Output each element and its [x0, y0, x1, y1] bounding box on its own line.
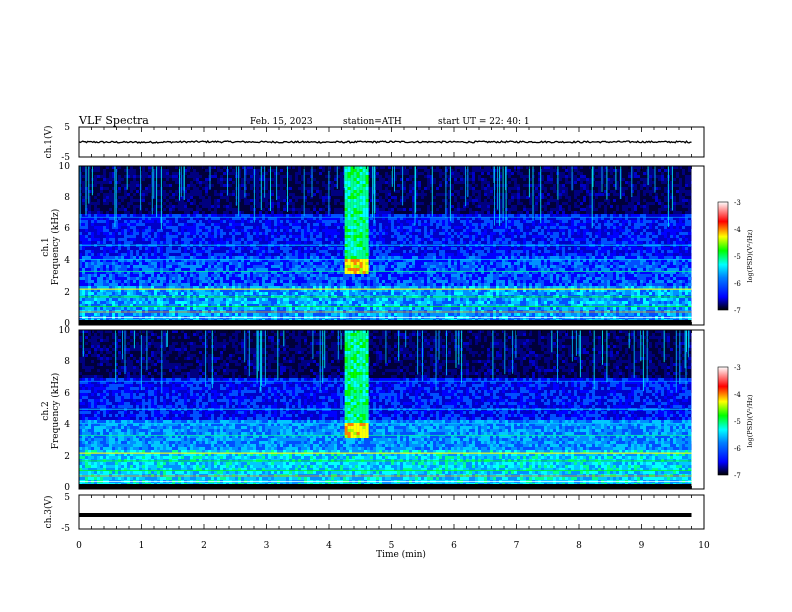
x-tick-label: 2 [201, 541, 207, 551]
x-tick-label: 4 [326, 541, 332, 551]
ch1-ytick-6: 6 [64, 224, 70, 234]
ch1-ytick-top: 5 [64, 123, 70, 133]
station-label: station=ATH [343, 117, 402, 127]
ch2-ytick-0: 0 [64, 483, 70, 493]
ch2-spec-ylabel-channel: ch.2 [41, 401, 51, 420]
ch2-cbar-tick-m7: -7 [734, 472, 741, 480]
ch2-cbar-tick-m3: -3 [734, 364, 741, 372]
x-tick-label: 6 [451, 541, 457, 551]
ch1-ytick-8: 8 [64, 193, 70, 203]
ch1-cbar-tick-m5: -5 [734, 253, 741, 261]
ch1-ytick-2: 2 [64, 288, 70, 298]
ch2-cbar-tick-m4: -4 [734, 391, 741, 399]
ch2-spec-ylabel-freq: Frequency (kHz) [50, 373, 61, 450]
ch1-cbar-tick-m3: -3 [734, 199, 741, 207]
ch2-cbar-tick-m6: -6 [734, 445, 741, 453]
ch1-colorbar [717, 201, 729, 311]
x-axis-label: Time (min) [376, 549, 426, 560]
ch1-spectrogram-image [79, 166, 704, 325]
ch2-ytick-10: 10 [59, 326, 71, 336]
ch2-ytick-4: 4 [64, 420, 70, 430]
ch3-frame [78, 494, 705, 530]
ch2-colorbar [717, 366, 729, 476]
x-tick-label: 5 [389, 541, 395, 551]
ch2-spectrogram-panel: 0 2 4 6 8 10 ch.2 Frequency (kHz) -3 -4 … [41, 326, 754, 493]
x-tick-label: 1 [139, 541, 145, 551]
ch1-waveform-panel: 5 -5 ch.1(V) [43, 123, 705, 163]
ch1-cbar-tick-m4: -4 [734, 226, 741, 234]
ch1-ylabel: ch.1(V) [43, 126, 54, 159]
ch1-spec-ylabel-freq: Frequency (kHz) [50, 209, 61, 286]
ch1-spectrogram-panel: 0 2 4 6 8 10 ch.1 Frequency (kHz) -3 -4 … [41, 162, 754, 329]
ch3-ylabel: ch.3(V) [43, 496, 54, 529]
ch1-cbar-label: log(PSD)(V²/Hz) [746, 229, 754, 282]
ch1-ytick-0: 0 [64, 319, 70, 329]
ch2-cbar-label: log(PSD)(V²/Hz) [746, 394, 754, 447]
x-axis-tick-labels: 0 1 2 3 4 5 6 7 8 9 10 [76, 541, 710, 551]
ch1-cbar-tick-m7: -7 [734, 307, 741, 315]
ch1-waveform-line [78, 139, 692, 144]
ch3-waveform-panel: 5 -5 ch.3(V) [43, 493, 705, 534]
ch1-ytick-bottom: -5 [61, 153, 70, 163]
date-label: Feb. 15, 2023 [250, 117, 313, 127]
ch1-ytick-4: 4 [64, 256, 70, 266]
ch3-ytick-top: 5 [64, 493, 70, 503]
ch1-cbar-tick-m6: -6 [734, 280, 741, 288]
ch2-ytick-6: 6 [64, 389, 70, 399]
x-tick-label: 7 [514, 541, 520, 551]
start-ut-label: start UT = 22: 40: 1 [438, 117, 530, 127]
ch2-spectrogram-image [79, 330, 704, 489]
figure-title: VLF Spectra [78, 114, 149, 127]
ch2-ytick-2: 2 [64, 452, 70, 462]
ch1-spec-ylabel: ch.1 [41, 237, 51, 256]
ch3-ytick-bottom: -5 [61, 524, 70, 534]
x-tick-label: 10 [698, 541, 710, 551]
x-ticks [78, 127, 705, 529]
x-tick-label: 8 [576, 541, 582, 551]
x-tick-label: 9 [639, 541, 645, 551]
ch2-cbar-tick-m5: -5 [734, 418, 741, 426]
x-tick-label: 3 [264, 541, 270, 551]
ch1-ytick-10: 10 [59, 162, 71, 172]
ch2-ytick-8: 8 [64, 357, 70, 367]
x-tick-label: 0 [76, 541, 82, 551]
